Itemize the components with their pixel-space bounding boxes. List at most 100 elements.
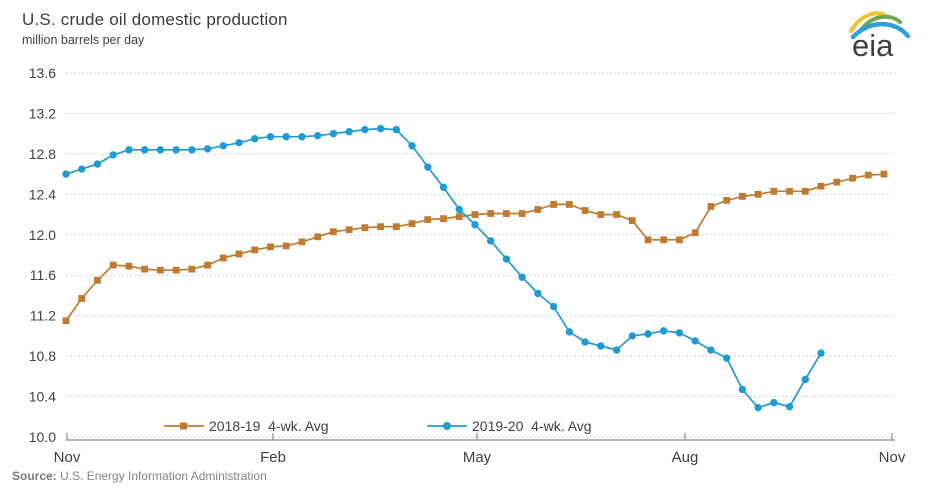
data-point-square bbox=[455, 213, 463, 220]
data-point-circle bbox=[455, 205, 463, 214]
data-point-square bbox=[597, 211, 605, 218]
data-point-square bbox=[424, 216, 432, 224]
y-tick-label: 10.0 bbox=[29, 429, 56, 445]
data-point-circle bbox=[597, 342, 605, 350]
data-point-circle bbox=[628, 332, 636, 340]
data-point-square bbox=[849, 174, 856, 182]
data-point-circle bbox=[817, 349, 825, 357]
data-point-circle bbox=[785, 402, 794, 411]
data-point-circle bbox=[770, 398, 778, 407]
data-point-square bbox=[392, 223, 400, 231]
x-tick-label: Feb bbox=[260, 449, 286, 466]
data-point-circle bbox=[518, 273, 526, 281]
x-tick-label: Nov bbox=[879, 449, 906, 466]
data-point-square bbox=[109, 261, 117, 269]
data-point-circle bbox=[251, 135, 259, 143]
data-point-square bbox=[156, 266, 164, 274]
data-point-circle bbox=[313, 131, 322, 140]
data-point-circle bbox=[644, 330, 652, 338]
data-point-circle bbox=[424, 163, 432, 171]
data-point-circle bbox=[361, 125, 369, 134]
data-point-square bbox=[628, 217, 636, 225]
legend-label: 2018-19 4-wk. Avg bbox=[209, 418, 329, 434]
source-label: Source: bbox=[12, 469, 57, 483]
data-point-circle bbox=[502, 255, 511, 263]
data-point-square bbox=[534, 206, 542, 213]
legend: 2018-19 4-wk. Avg 2019-20 4-wk. Avg bbox=[0, 415, 931, 439]
data-point-square bbox=[78, 295, 86, 302]
y-tick-label: 12.8 bbox=[29, 146, 56, 162]
data-point-circle bbox=[534, 289, 542, 298]
data-point-circle bbox=[156, 146, 165, 154]
legend-swatch-square-icon bbox=[164, 422, 204, 430]
data-point-circle bbox=[660, 327, 668, 335]
data-point-square bbox=[801, 187, 809, 195]
data-point-square bbox=[141, 265, 149, 273]
data-point-circle bbox=[93, 160, 102, 168]
data-point-square bbox=[503, 210, 510, 217]
data-point-square bbox=[691, 229, 699, 237]
chart-title: U.S. crude oil domestic production bbox=[22, 10, 288, 29]
legend-label: 2019-20 4-wk. Avg bbox=[472, 418, 592, 434]
data-point-square bbox=[94, 276, 101, 284]
data-point-circle bbox=[439, 183, 448, 191]
data-point-circle bbox=[392, 125, 401, 134]
x-tick-label: May bbox=[463, 449, 492, 466]
data-point-circle bbox=[266, 133, 275, 141]
data-point-square bbox=[267, 243, 274, 251]
data-point-square bbox=[723, 197, 731, 204]
legend-item-2019-20: 2019-20 4-wk. Avg bbox=[426, 415, 592, 437]
chart-subtitle: million barrels per day bbox=[22, 33, 145, 47]
data-point-circle bbox=[172, 146, 180, 154]
data-point-circle bbox=[581, 338, 589, 346]
data-point-square bbox=[408, 220, 416, 228]
source-text: U.S. Energy Information Administration bbox=[56, 469, 267, 483]
data-point-circle bbox=[675, 329, 684, 337]
data-point-circle bbox=[282, 133, 290, 141]
data-point-circle bbox=[125, 146, 133, 154]
data-point-square bbox=[738, 192, 746, 200]
data-point-circle bbox=[345, 127, 353, 136]
data-point-square bbox=[565, 201, 573, 208]
y-tick-label: 10.8 bbox=[29, 348, 56, 364]
data-point-circle bbox=[140, 146, 149, 154]
data-point-circle bbox=[298, 133, 306, 141]
y-tick-label: 11.6 bbox=[30, 267, 56, 283]
data-point-square bbox=[676, 236, 683, 244]
data-point-circle bbox=[109, 151, 117, 159]
data-point-square bbox=[864, 171, 872, 179]
data-point-square bbox=[770, 187, 778, 195]
data-point-square bbox=[487, 210, 495, 217]
data-point-square bbox=[219, 254, 227, 262]
x-tick-label: Nov bbox=[54, 449, 81, 466]
data-point-circle bbox=[612, 346, 621, 354]
data-point-square bbox=[550, 201, 558, 208]
eia-logo-text: eia bbox=[852, 28, 894, 60]
data-point-square bbox=[282, 242, 290, 250]
x-tick-label: Aug bbox=[672, 449, 699, 466]
data-point-square bbox=[707, 203, 715, 210]
data-point-square bbox=[754, 190, 762, 198]
legend-item-2018-19: 2018-19 4-wk. Avg bbox=[163, 415, 329, 437]
y-tick-label: 11.2 bbox=[30, 308, 56, 324]
data-point-square bbox=[440, 215, 447, 222]
y-tick-label: 13.6 bbox=[29, 65, 56, 81]
data-point-circle bbox=[203, 145, 212, 153]
data-point-circle bbox=[754, 403, 762, 412]
data-point-circle bbox=[408, 142, 416, 150]
data-point-square bbox=[518, 210, 526, 217]
data-point-circle bbox=[691, 337, 699, 345]
data-point-square bbox=[314, 233, 322, 241]
data-point-square bbox=[125, 262, 133, 270]
data-point-square bbox=[817, 182, 825, 190]
data-point-square bbox=[786, 187, 793, 195]
data-point-square bbox=[235, 250, 243, 258]
data-point-square bbox=[660, 236, 668, 244]
legend-swatch-circle-icon bbox=[427, 422, 467, 430]
data-point-square bbox=[251, 246, 259, 254]
y-tick-label: 12.4 bbox=[29, 186, 56, 202]
y-tick-label: 13.2 bbox=[29, 105, 56, 121]
data-point-circle bbox=[471, 220, 479, 229]
